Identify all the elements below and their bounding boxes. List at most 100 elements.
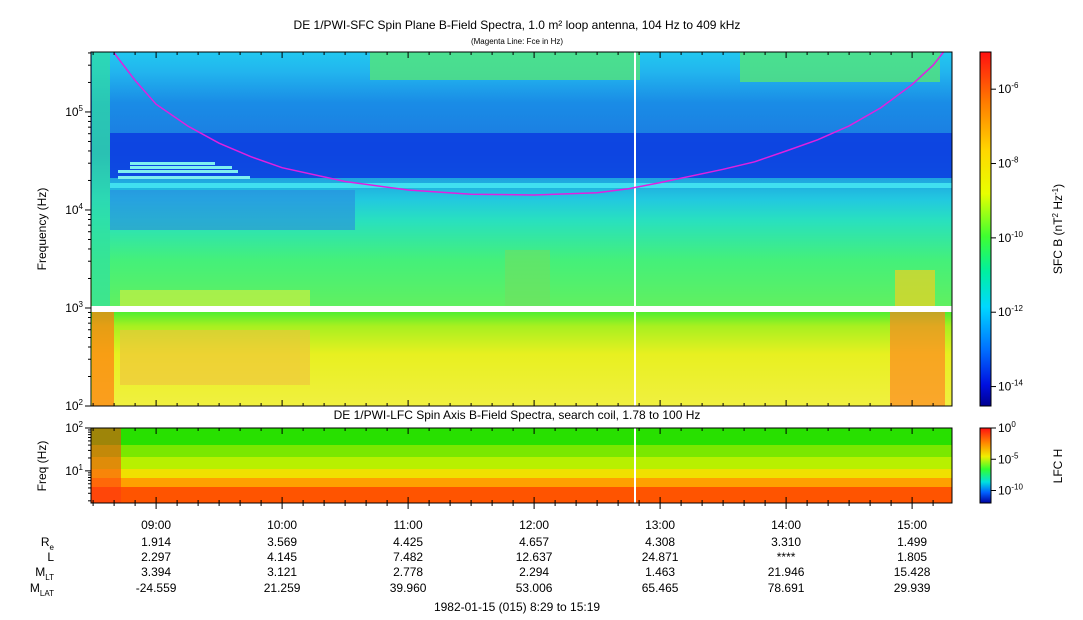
ephemeris-value: 2.297 [141, 550, 171, 564]
sfc-y-tick-label: 103 [65, 300, 83, 315]
ephemeris-value: 4.425 [393, 535, 423, 549]
lfc-band-1 [91, 428, 952, 445]
time-axis: 09:00 10:00 11:00 12:00 13:00 14:00 15:00 [92, 52, 934, 532]
ephemeris-value: 21.946 [768, 565, 805, 579]
lfc-y-tick-label: 102 [65, 420, 83, 435]
sfc-mid-emission [505, 250, 550, 306]
ephemeris-value: 3.394 [141, 565, 171, 579]
sfc-orange-patch [120, 330, 310, 385]
lfc-band-3 [91, 457, 952, 469]
ephemeris-value: -24.559 [136, 581, 177, 595]
sfc-right-burst [890, 312, 945, 406]
ephemeris-value: 3.310 [771, 535, 801, 549]
lfc-band-2 [91, 445, 952, 457]
ephemeris-value: 1.463 [645, 565, 675, 579]
ephemeris-value: 1.914 [141, 535, 171, 549]
ephemeris-value: 65.465 [642, 581, 679, 595]
sfc-top-emission [370, 52, 640, 80]
time-range-caption: 1982-01-15 (015) 8:29 to 15:19 [434, 600, 600, 614]
time-tick-label: 13:00 [645, 518, 675, 532]
sfc-spectrogram-panel [90, 51, 953, 407]
lfc-band-4 [91, 469, 952, 478]
sfc-ylabel: Frequency (Hz) [35, 188, 49, 271]
sfc-texture-patch [110, 190, 355, 230]
ephemeris-value: 78.691 [768, 581, 805, 595]
ephemeris-value: 39.960 [390, 581, 427, 595]
sfc-whistler-stripe [118, 170, 238, 173]
lfc-band-6 [91, 487, 952, 503]
sfc-cb-tick-label: 10-6 [998, 81, 1019, 96]
sfc-features [92, 52, 945, 406]
sfc-cb-tick-label: 10-8 [998, 156, 1019, 171]
lfc-colorbar-label: LFC H [1051, 449, 1065, 484]
sfc-data-gap [91, 306, 952, 312]
sfc-cb-tick-label: 10-14 [998, 379, 1023, 394]
sfc-title: DE 1/PWI-SFC Spin Plane B-Field Spectra,… [294, 18, 741, 32]
lfc-title: DE 1/PWI-LFC Spin Axis B-Field Spectra, … [334, 408, 701, 422]
sfc-y-tick-label: 102 [65, 398, 83, 413]
sfc-colorbar-label: SFC B (nT2 Hz-1) [1051, 184, 1065, 274]
lfc-ylabel: Freq (Hz) [35, 441, 49, 492]
sfc-colorbar [979, 51, 992, 407]
sfc-cb-tick-label: 10-10 [998, 230, 1023, 245]
ephemeris-value: 4.657 [519, 535, 549, 549]
time-tick-label: 12:00 [519, 518, 549, 532]
lfc-cb-tick-label: 100 [998, 420, 1016, 435]
ephemeris-row-label: Re [41, 535, 55, 552]
ephemeris-value: 2.294 [519, 565, 549, 579]
sfc-yellow-patch [120, 290, 310, 306]
sfc-y-tick-label: 104 [65, 202, 83, 217]
ephemeris-value: 29.939 [894, 581, 931, 595]
ephemeris-value: 3.121 [267, 565, 297, 579]
ephemeris-value: 21.259 [264, 581, 301, 595]
sfc-whistler-stripe [130, 166, 232, 169]
time-tick-label: 11:00 [394, 518, 423, 532]
lfc-left-burst [91, 428, 121, 503]
ephemeris-value: 2.778 [393, 565, 423, 579]
ephemeris-value: 7.482 [393, 550, 423, 564]
lfc-frame [90, 427, 953, 504]
ephemeris-value: 24.871 [642, 550, 679, 564]
sfc-cb-tick-label: 10-12 [998, 304, 1023, 319]
ephemeris-value: 3.569 [267, 535, 297, 549]
sfc-y-tick-label: 105 [65, 104, 83, 119]
sfc-whistler-stripe [118, 176, 250, 179]
sfc-left-burst [92, 52, 110, 306]
ephemeris-table: Re 1.914 3.569 4.425 4.657 4.308 3.310 1.499 L 2.… [30, 535, 931, 598]
ephemeris-value: 4.145 [267, 550, 297, 564]
fce-line [113, 51, 945, 196]
sfc-frame [90, 51, 953, 407]
ephemeris-value: 1.499 [897, 535, 927, 549]
lfc-cb-tick-label: 10-5 [998, 451, 1019, 466]
sfc-colorbar-ticks: 10-6 10-8 10-10 10-12 10-14 [991, 81, 1023, 394]
ephemeris-value: 12.637 [516, 550, 553, 564]
ephemeris-row-label: MLT [35, 565, 54, 582]
ephemeris-value: 53.006 [516, 581, 553, 595]
time-tick-label: 09:00 [141, 518, 171, 532]
ephemeris-value: 15.428 [894, 565, 931, 579]
lfc-colorbar [979, 427, 992, 504]
sfc-right-burst-mid [895, 270, 935, 306]
lfc-colorbar-ticks: 100 10-5 10-10 [991, 420, 1023, 498]
sfc-subtitle: (Magenta Line: Fce in Hz) [471, 37, 563, 46]
ephemeris-row-label: L [47, 550, 54, 564]
sfc-top-emission-right [740, 52, 940, 82]
sfc-left-burst-low [92, 312, 114, 406]
ephemeris-row-label: MLAT [30, 581, 54, 598]
time-tick-label: 10:00 [267, 518, 297, 532]
lfc-band-5 [91, 478, 952, 487]
sfc-whistler-stripe [130, 162, 215, 165]
lfc-cb-tick-label: 10-10 [998, 483, 1023, 498]
lfc-y-axis: 101 102 [65, 420, 91, 502]
lfc-y-tick-label: 101 [65, 463, 83, 478]
ephemeris-value: **** [777, 550, 796, 564]
time-tick-label: 14:00 [771, 518, 801, 532]
ephemeris-value: 4.308 [645, 535, 675, 549]
lfc-spectrogram-panel [90, 427, 953, 504]
time-tick-label: 15:00 [897, 518, 927, 532]
sfc-cyan-line [110, 183, 952, 188]
sfc-y-axis: 102 103 104 105 [65, 52, 91, 413]
sfc-dark-band [110, 133, 952, 178]
ephemeris-value: 1.805 [897, 550, 927, 564]
